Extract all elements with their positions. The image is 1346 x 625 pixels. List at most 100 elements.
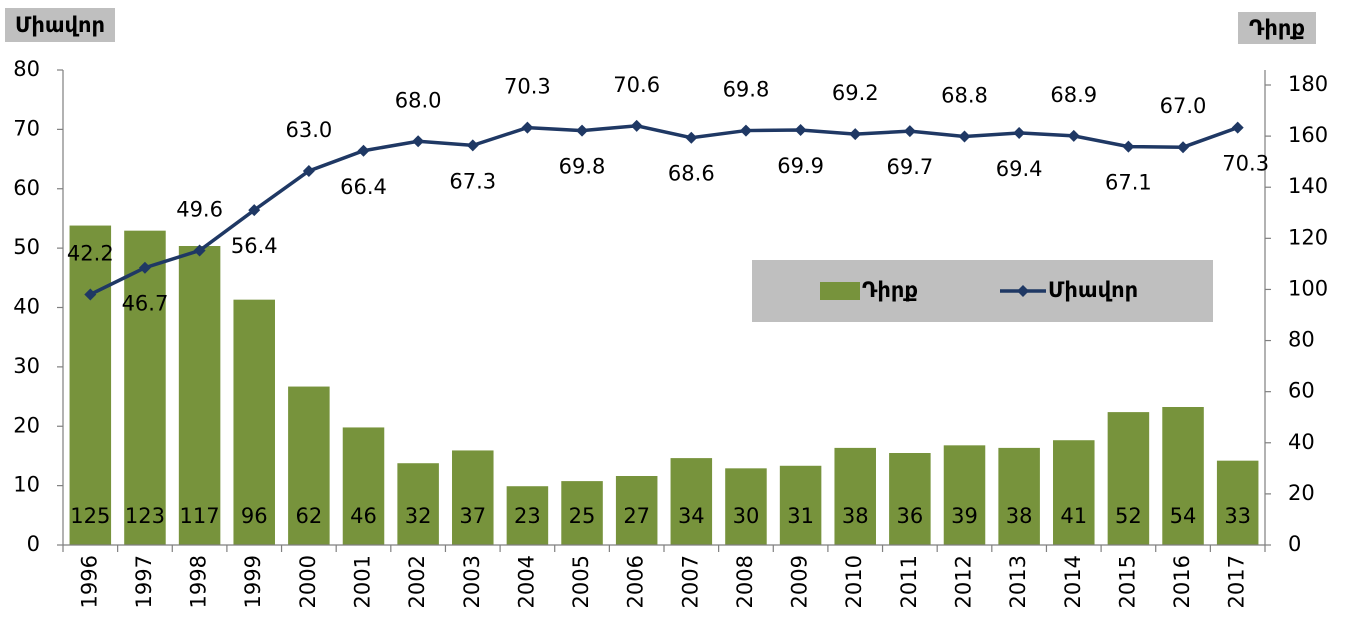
y-tick-label: 50: [13, 235, 40, 259]
bar-label: 96: [241, 504, 268, 528]
bar: [1107, 412, 1150, 545]
bar: [834, 447, 876, 545]
x-tick-label: 2003: [460, 555, 484, 608]
bar-label: 34: [678, 504, 705, 528]
line-marker: [138, 261, 151, 274]
line-marker: [466, 139, 479, 152]
bar: [452, 450, 494, 545]
bar-label: 25: [569, 504, 596, 528]
y2-label-box: [1238, 12, 1316, 44]
line-label: 67.3: [449, 169, 496, 193]
bar: [233, 299, 275, 545]
x-tick-label: 2008: [733, 555, 757, 608]
line-marker: [739, 124, 752, 137]
bar-label: 54: [1170, 504, 1197, 528]
line-label: 67.1: [1105, 171, 1152, 195]
line-marker: [248, 204, 261, 217]
bar: [779, 465, 822, 545]
line-label: 69.2: [832, 81, 879, 105]
y2-axis-label: Դիրք: [1249, 16, 1305, 40]
x-tick-label: 2012: [952, 555, 976, 608]
x-tick-label: 1996: [77, 555, 101, 608]
bar: [1162, 407, 1204, 545]
bar-label: 123: [125, 504, 165, 528]
line-marker: [794, 123, 807, 136]
line-label: 63.0: [285, 118, 332, 142]
bar-label: 52: [1115, 504, 1142, 528]
line-marker: [903, 125, 916, 138]
line-marker: [1231, 121, 1244, 134]
bar: [725, 468, 767, 545]
bar: [1216, 460, 1259, 545]
bar-label: 30: [733, 504, 760, 528]
bar: [1053, 440, 1095, 545]
x-tick-label: 2007: [678, 555, 702, 608]
line-label: 49.6: [176, 198, 223, 222]
line-label: 46.7: [122, 292, 169, 316]
y2-tick-label: 180: [1288, 72, 1328, 96]
legend-marker: [1017, 285, 1029, 297]
x-tick-label: 2009: [788, 555, 812, 608]
bar-label: 31: [787, 504, 814, 528]
bar: [998, 447, 1040, 545]
y-tick-label: 40: [13, 295, 40, 319]
line-marker: [193, 244, 206, 257]
bar-label: 46: [350, 504, 377, 528]
y2-tick-label: 20: [1288, 481, 1315, 505]
line-label: 69.8: [559, 155, 606, 179]
bar-label: 39: [951, 504, 978, 528]
line-label: 66.4: [340, 175, 387, 199]
x-tick-label: 1997: [132, 555, 156, 608]
y2-tick-label: 160: [1288, 123, 1328, 147]
bar: [342, 427, 385, 545]
y-tick-label: 10: [13, 473, 40, 497]
bar: [288, 386, 330, 545]
line-marker: [1067, 129, 1080, 142]
bar: [397, 463, 439, 545]
y2-tick-label: 120: [1288, 225, 1328, 249]
line-marker: [685, 131, 698, 144]
x-tick-label: 2011: [897, 555, 921, 608]
y-label-box: [5, 8, 115, 42]
bar-label: 62: [295, 504, 322, 528]
x-tick-label: 2015: [1115, 555, 1139, 608]
bar: [889, 453, 931, 545]
x-tick-label: 2005: [569, 555, 593, 608]
x-tick-label: 2006: [624, 555, 648, 608]
bar-label: 38: [1006, 504, 1033, 528]
legend-label: Դիրք: [862, 278, 918, 302]
bar-label: 41: [1060, 504, 1087, 528]
bar: [615, 476, 658, 545]
legend-swatch: [820, 282, 860, 300]
line-marker: [302, 164, 315, 177]
line-marker: [958, 130, 971, 143]
bar-label: 27: [623, 504, 650, 528]
bar: [561, 481, 603, 545]
line-marker: [357, 144, 370, 157]
bar: [124, 230, 166, 545]
x-tick-label: 2000: [296, 555, 320, 608]
bar: [670, 458, 713, 545]
x-tick-label: 2004: [514, 555, 538, 608]
line-label: 68.9: [1050, 83, 1097, 107]
x-tick-label: 2010: [842, 555, 866, 608]
line-label: 68.6: [668, 162, 715, 186]
bar-label: 32: [405, 504, 432, 528]
y-tick-label: 70: [13, 116, 40, 140]
x-tick-label: 1998: [187, 555, 211, 608]
x-tick-label: 2017: [1225, 555, 1249, 608]
line-marker: [1013, 126, 1026, 139]
bar-label: 117: [180, 504, 220, 528]
bar: [69, 225, 112, 546]
line-label: 67.0: [1160, 94, 1207, 118]
line-marker: [1122, 140, 1135, 153]
line-label: 69.9: [777, 154, 824, 178]
y-axis-label: Միավոր: [15, 13, 105, 37]
y2-tick-label: 140: [1288, 174, 1328, 198]
bar: [178, 246, 221, 545]
x-tick-label: 2014: [1061, 555, 1085, 608]
x-tick-label: 2013: [1006, 555, 1030, 608]
line-label: 69.4: [996, 157, 1043, 181]
line-label: 68.0: [395, 88, 442, 112]
